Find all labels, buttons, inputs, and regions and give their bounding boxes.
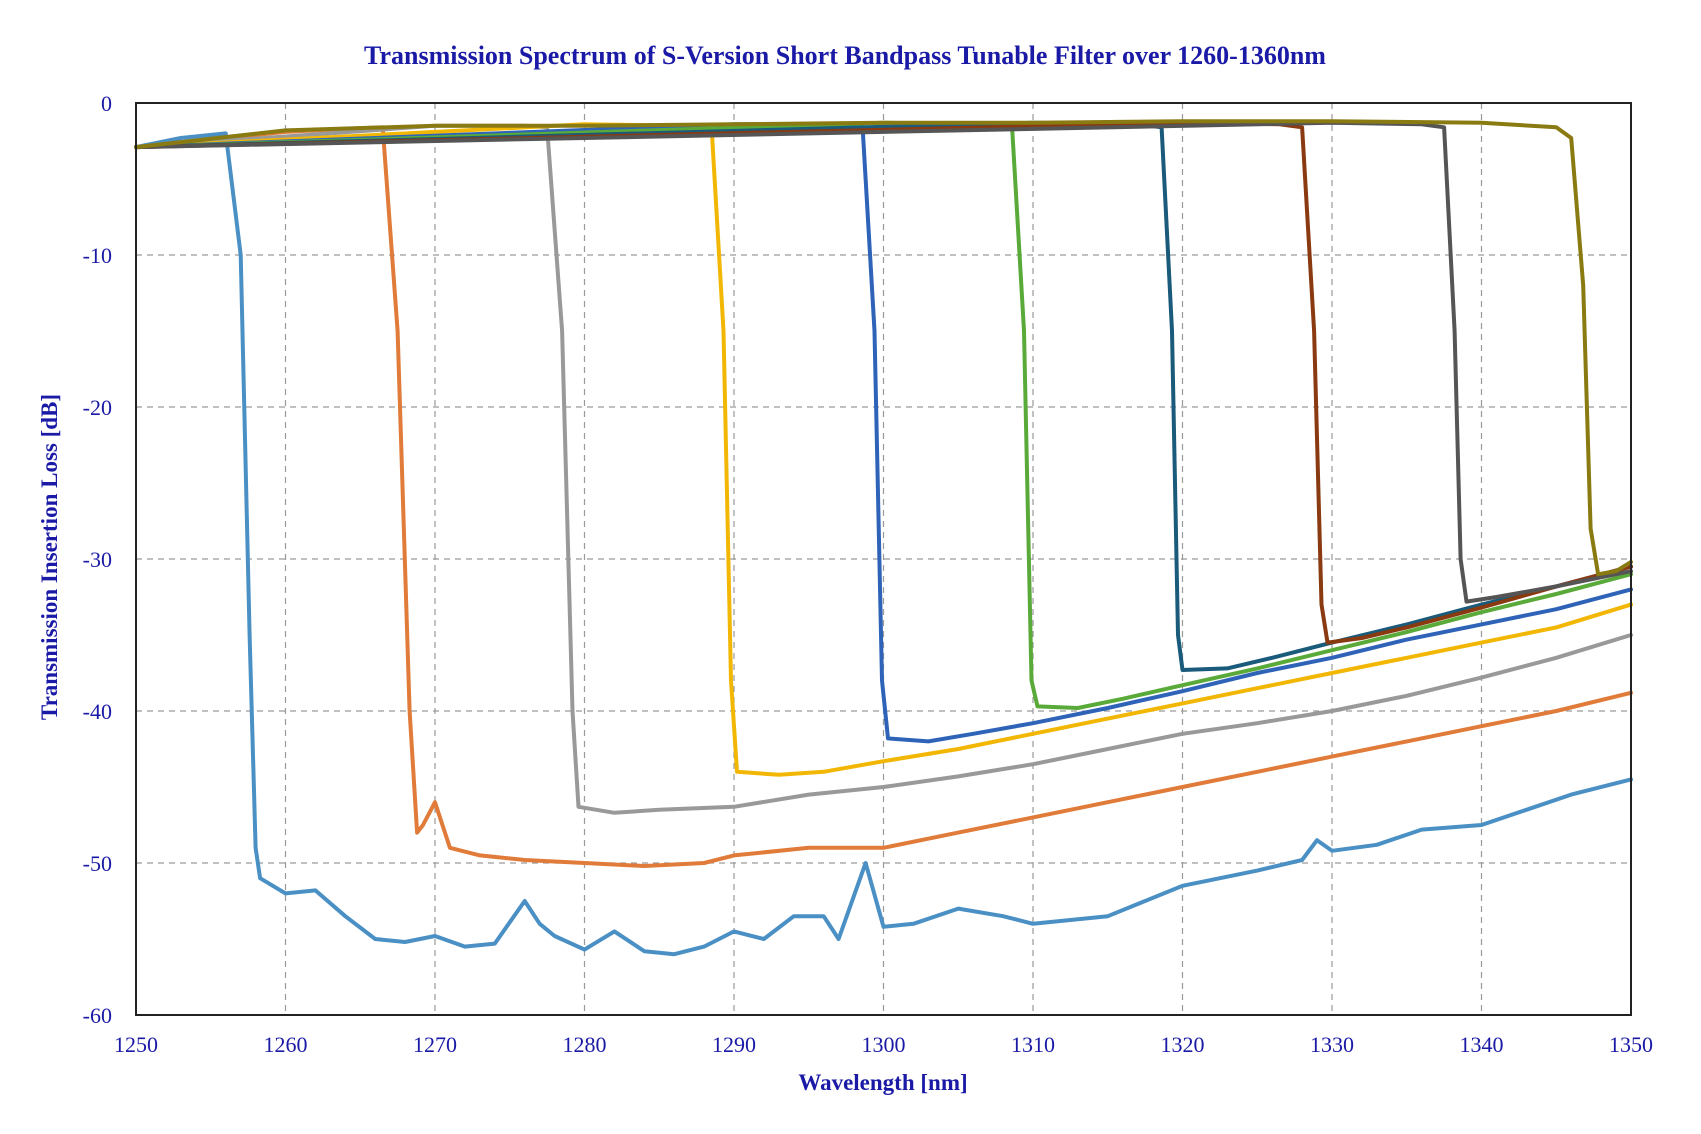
x-tick-label-1260: 1260 (264, 1032, 308, 1057)
x-tick-label-1270: 1270 (413, 1032, 457, 1057)
x-tick-label-1340: 1340 (1460, 1032, 1504, 1057)
y-tick-label-neg40: -40 (83, 699, 112, 724)
series-line-edge-1268nm (134, 125, 1633, 868)
y-tick-label-neg10: -10 (83, 243, 112, 268)
series-line-edge-1290nm (134, 122, 1633, 777)
x-axis-label: Wavelength [nm] (798, 1070, 967, 1095)
x-tick-label-1310: 1310 (1011, 1032, 1055, 1057)
x-tick-label-1330: 1330 (1310, 1032, 1354, 1057)
x-tick-label-1290: 1290 (712, 1032, 756, 1057)
y-tick-label-0: 0 (101, 91, 112, 116)
x-tick-label-1250: 1250 (114, 1032, 158, 1057)
series-line-edge-1348nm (134, 119, 1633, 577)
grid-layer (136, 103, 1631, 1015)
y-tick-label-neg50: -50 (83, 851, 112, 876)
chart-title: Transmission Spectrum of S-Version Short… (364, 41, 1326, 70)
x-tick-label-1320: 1320 (1161, 1032, 1205, 1057)
series-line-edge-1258nm (134, 131, 1633, 957)
series-line-edge-1279nm (134, 123, 1633, 815)
series-layer (134, 119, 1633, 957)
y-tick-label-neg30: -30 (83, 547, 112, 572)
x-tick-label-1300: 1300 (862, 1032, 906, 1057)
y-tick-label-neg20: -20 (83, 395, 112, 420)
x-tick-labels: 1250 1260 1270 1280 1290 1300 1310 1320 1330 1340… (114, 1032, 1653, 1057)
y-tick-label-neg60: -60 (83, 1003, 112, 1028)
plot-area-frame (135, 102, 1632, 1016)
x-tick-label-1350: 1350 (1609, 1032, 1653, 1057)
y-axis-label: Transmission Insertion Loss [dB] (37, 394, 62, 720)
x-tick-label-1280: 1280 (563, 1032, 607, 1057)
y-tick-labels: 0 -10 -20 -30 -40 -50 -60 (83, 91, 112, 1028)
